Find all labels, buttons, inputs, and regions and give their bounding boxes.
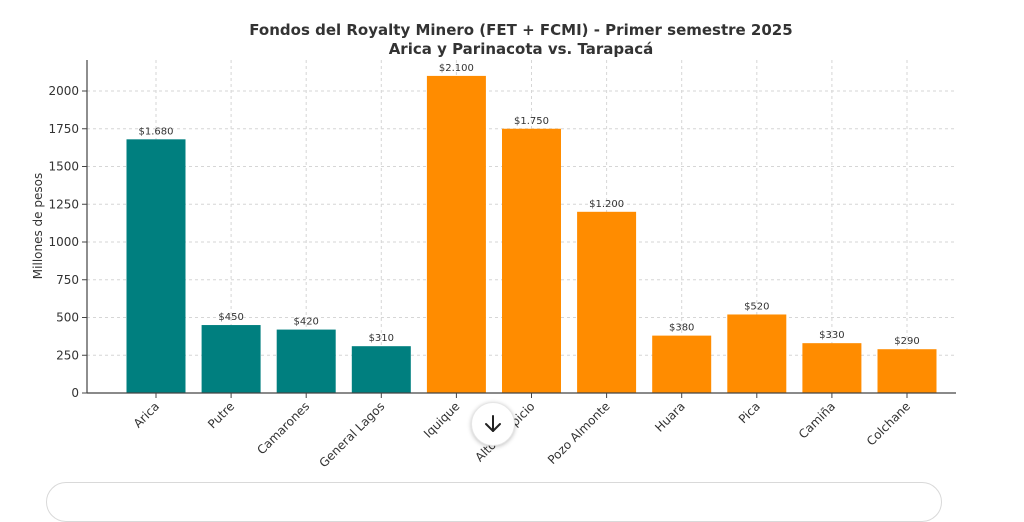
y-tick-label: 250 (56, 348, 79, 362)
x-tick-label: Pica (736, 399, 763, 426)
data-label: $330 (819, 330, 844, 341)
y-tick-label: 2000 (48, 84, 79, 98)
x-tick-label: Camiña (796, 399, 838, 441)
bar-camarones (276, 329, 336, 393)
data-label: $290 (894, 336, 919, 347)
data-label: $2.100 (439, 63, 474, 74)
y-axis-label: Millones de pesos (31, 173, 45, 279)
x-tick-label: General Lagos (316, 399, 387, 470)
data-label: $420 (293, 317, 318, 328)
y-tick-label: 1000 (48, 235, 79, 249)
bar-huara (652, 335, 712, 393)
chart-subtitle: Arica y Parinacota vs. Tarapacá (389, 40, 654, 58)
bar-putre (201, 325, 261, 393)
message-composer[interactable] (46, 482, 942, 522)
x-tick-label: Huara (652, 399, 688, 435)
arrow-down-icon (485, 415, 501, 432)
y-tick-label: 750 (56, 273, 79, 287)
data-label: $450 (218, 312, 243, 323)
data-label: $1.750 (514, 116, 549, 127)
data-label: $380 (669, 323, 694, 334)
scroll-down-button[interactable] (471, 402, 515, 446)
y-tick-label: 500 (56, 311, 79, 325)
chart-title: Fondos del Royalty Minero (FET + FCMI) -… (249, 21, 792, 39)
bar-camiña (802, 343, 862, 393)
y-tick-label: 1250 (48, 197, 79, 211)
bar-general-lagos (351, 346, 411, 393)
x-tick-label: Camarones (254, 399, 312, 457)
bar-arica (126, 139, 186, 393)
bar-alto-hospicio (502, 128, 561, 393)
data-label: $520 (744, 301, 769, 312)
bar-pozo-almonte (577, 211, 637, 393)
bar-pica (727, 314, 787, 393)
data-label: $1.200 (589, 199, 624, 210)
x-tick-label: Colchane (864, 399, 913, 448)
data-label: $310 (369, 333, 394, 344)
bar-colchane (877, 349, 937, 393)
x-tick-label: Iquique (421, 399, 463, 441)
bar-chart: Fondos del Royalty Minero (FET + FCMI) -… (31, 21, 956, 470)
y-tick-label: 0 (71, 386, 79, 400)
data-label: $1.680 (139, 126, 174, 137)
x-tick-label: Putre (205, 399, 237, 431)
x-tick-label: Pozo Almonte (545, 399, 613, 467)
y-tick-label: 1500 (48, 160, 79, 174)
y-tick-label: 1750 (48, 122, 79, 136)
bar-iquique (426, 75, 486, 394)
x-tick-label: Arica (131, 399, 162, 430)
